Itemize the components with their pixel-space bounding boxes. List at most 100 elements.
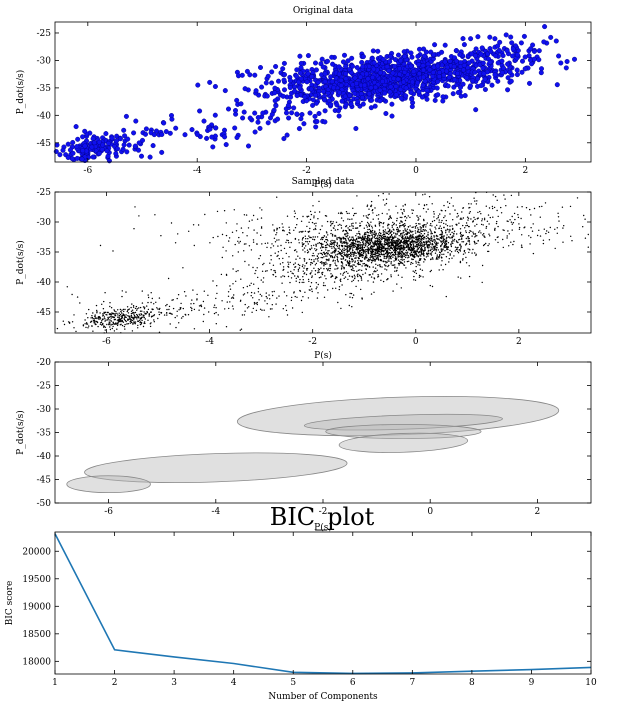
sampled-point [350,223,353,225]
original-point [348,101,354,107]
sampled-point [286,215,289,217]
sampled-point [158,311,160,313]
sampled-point [483,243,486,246]
sampled-point [337,253,339,255]
original-point [132,143,138,149]
sampled-point [303,281,305,284]
sampled-point [222,246,224,248]
original-point [210,144,216,150]
original-point [252,129,258,135]
sampled-point [396,245,398,247]
sampled-point [350,252,352,255]
sampled-point [118,318,120,320]
sampled-point [403,261,406,263]
sampled-point [353,270,355,272]
sampled-point [310,245,313,247]
sampled-point [125,314,127,316]
sampled-point [370,221,372,223]
sampled-point [394,254,396,256]
sampled-point [290,277,293,279]
sampled-point [354,260,356,262]
sampled-point [470,218,472,220]
sampled-point [209,242,211,244]
sampled-point [403,210,405,212]
sampled-point [320,276,322,278]
sampled-point [410,248,413,250]
sampled-point [310,259,313,261]
original-point [340,59,346,65]
sampled-point [365,263,367,266]
sampled-point [445,242,447,245]
sampled-point [352,236,354,238]
sampled-point [380,232,382,235]
sampled-point [326,244,329,246]
sampled-point [296,224,298,226]
sampled-point [304,251,306,253]
sampled-point [99,318,102,320]
sampled-point [511,229,513,231]
sampled-point [377,259,380,261]
sampled-point [261,270,264,272]
sampled-point [311,290,313,293]
sampled-point [365,268,367,270]
sampled-point [418,276,421,278]
sampled-point [414,255,416,258]
sampled-point [422,244,424,246]
sampled-point [310,282,313,284]
sampled-point [362,249,364,251]
sampled-point [299,289,301,292]
sampled-point [320,252,323,255]
original-point [103,131,109,137]
original-point [263,80,269,86]
original-point [161,120,167,126]
sampled-point [102,322,104,325]
sampled-point [352,279,355,281]
sampled-point [438,239,441,241]
original-point [322,79,328,85]
sampled-point [338,253,341,255]
sampled-point [316,236,319,238]
sampled-point [371,255,374,257]
original-point [282,87,288,93]
sampled-point [408,249,411,251]
sampled-point [282,257,284,260]
sampled-point [368,238,371,240]
sampled-point [308,240,311,243]
sampled-point [377,248,379,251]
sampled-point [340,268,343,270]
original-point [304,79,310,85]
sampled-point [403,248,406,250]
sampled-point [325,236,328,238]
sampled-point [414,227,417,229]
sampled-point [414,250,417,252]
sampled-point [343,253,345,256]
sampled-point [293,291,295,293]
sampled-point [583,214,585,217]
sampled-point [459,238,461,241]
sampled-point [562,241,564,243]
sampled-point [326,246,328,249]
sampled-point [183,291,186,293]
sampled-point [336,238,338,241]
sampled-point [357,260,359,262]
sampled-point [178,309,180,311]
sampled-point [454,246,457,248]
original-point [430,69,436,75]
sampled-point [441,260,443,262]
sampled-point [558,220,560,222]
sampled-point [445,219,447,222]
sampled-point [148,315,150,317]
sampled-point [428,196,431,198]
sampled-point [419,223,421,225]
sampled-point [355,285,357,288]
sampled-point [366,242,368,244]
sampled-point [238,236,240,239]
sampled-point [363,257,366,259]
sampled-point [91,316,94,319]
original-point [377,87,383,93]
sampled-point [362,263,364,265]
sampled-point [240,299,242,301]
sampled-point [348,228,350,231]
sampled-point [392,254,394,256]
sampled-point [422,241,425,243]
